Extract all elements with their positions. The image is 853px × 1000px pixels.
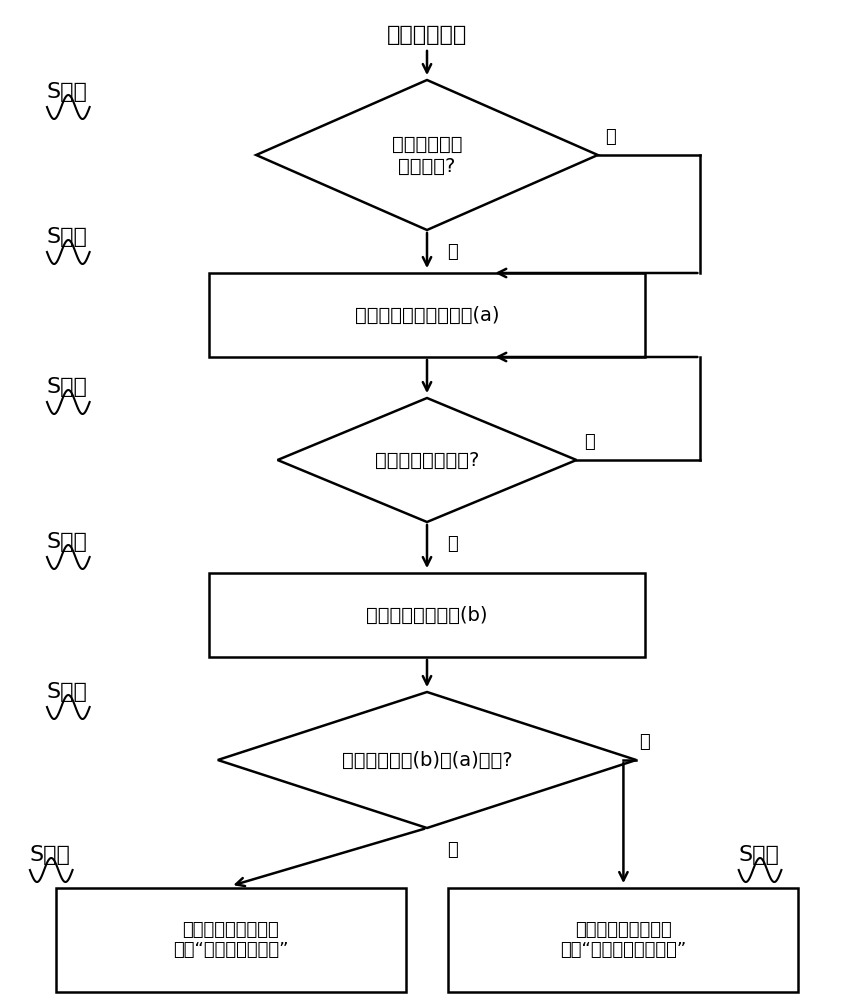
Polygon shape: [256, 80, 597, 230]
Text: S１２: S１２: [47, 377, 88, 397]
Text: 取得图像分析
历史记录?: 取得图像分析 历史记录?: [392, 134, 461, 176]
Text: 取得图像分析结果?: 取得图像分析结果?: [374, 450, 479, 470]
Text: 取得基准检出位置信息(a): 取得基准检出位置信息(a): [354, 306, 499, 324]
Text: 在行驶方向上(b)比(a)靠前?: 在行驶方向上(b)比(a)靠前?: [341, 750, 512, 770]
Text: 判断处理开始: 判断处理开始: [386, 25, 467, 45]
Bar: [209, 273, 644, 357]
Text: 否: 否: [583, 433, 594, 451]
Polygon shape: [218, 692, 635, 828]
Text: S１４: S１４: [47, 682, 88, 702]
Polygon shape: [277, 398, 576, 522]
Text: S１６: S１６: [738, 845, 779, 865]
Text: 输出视觉辨认度判定
结果“视觉辨认度为通常”: 输出视觉辨认度判定 结果“视觉辨认度为通常”: [560, 921, 686, 959]
Text: 是: 是: [447, 535, 457, 553]
Text: 输出视觉辨认度判定
结果“视觉辨认度下降”: 输出视觉辨认度判定 结果“视觉辨认度下降”: [172, 921, 288, 959]
Text: 否: 否: [639, 733, 649, 751]
Text: S１０: S１０: [47, 82, 88, 102]
Bar: [55, 888, 405, 992]
Text: 取得车辆位置信息(b): 取得车辆位置信息(b): [366, 605, 487, 624]
Text: 是: 是: [447, 841, 457, 859]
Bar: [209, 573, 644, 657]
Bar: [448, 888, 798, 992]
Text: 否: 否: [605, 128, 615, 146]
Text: S１１: S１１: [47, 227, 88, 247]
Text: 是: 是: [447, 243, 457, 261]
Text: S１３: S１３: [47, 532, 88, 552]
Text: S１５: S１５: [30, 845, 71, 865]
